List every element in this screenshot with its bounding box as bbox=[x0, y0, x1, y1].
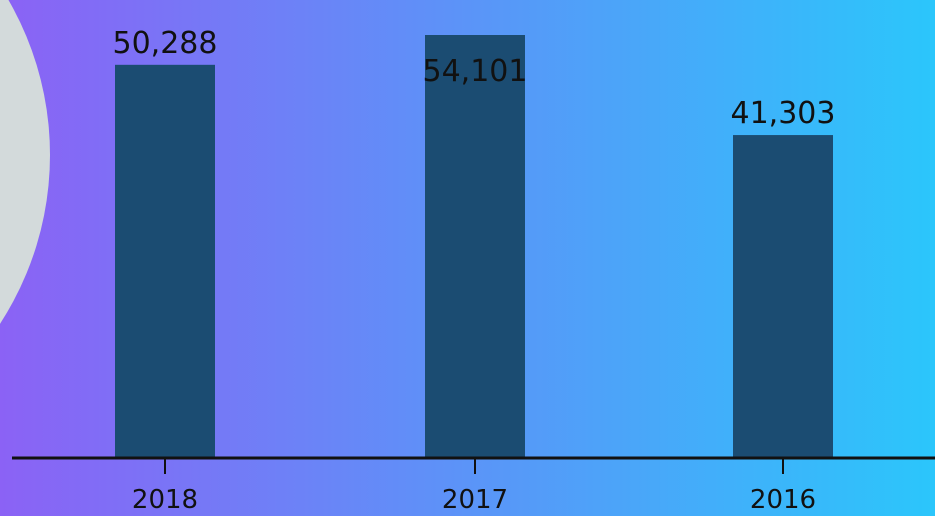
bars-layer bbox=[115, 35, 833, 458]
ticks-layer bbox=[164, 458, 784, 474]
value-label-2016: 41,303 bbox=[731, 96, 836, 131]
bar-2016 bbox=[733, 135, 833, 458]
value-label-2018: 50,288 bbox=[113, 26, 218, 61]
x-tick-label-2018: 2018 bbox=[132, 485, 198, 515]
bar-2017 bbox=[425, 35, 525, 458]
value-label-2017: 54,101 bbox=[423, 54, 528, 89]
labels-layer: 50,288 2018 54,101 2017 41,303 2016 bbox=[113, 26, 836, 515]
x-tick-label-2017: 2017 bbox=[442, 485, 508, 515]
bar-2018 bbox=[115, 64, 215, 458]
x-tick-label-2016: 2016 bbox=[750, 485, 816, 515]
